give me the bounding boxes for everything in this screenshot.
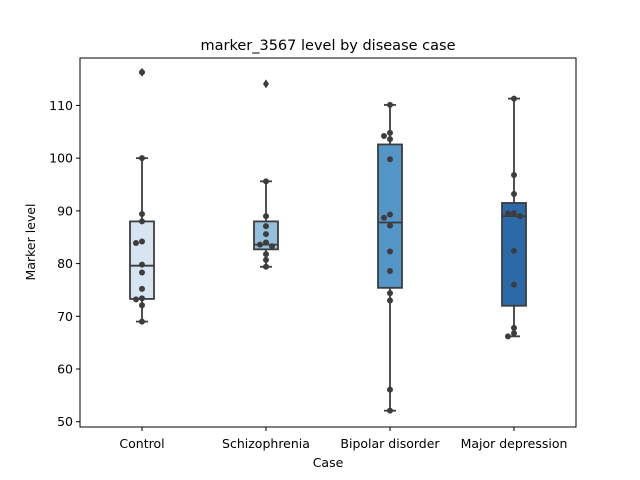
data-point xyxy=(511,281,517,288)
data-point xyxy=(511,95,517,102)
data-point xyxy=(133,240,139,247)
data-point xyxy=(511,247,517,254)
data-point xyxy=(139,302,145,309)
data-point xyxy=(263,263,269,270)
x-tick-label: Major depression xyxy=(461,436,568,451)
data-point xyxy=(139,155,145,162)
data-point xyxy=(511,209,517,216)
x-axis-label: Case xyxy=(313,455,344,470)
y-tick-label: 60 xyxy=(57,362,73,377)
data-point xyxy=(139,285,145,292)
y-tick-label: 50 xyxy=(57,414,73,429)
data-point xyxy=(139,238,145,245)
data-point xyxy=(139,69,145,76)
data-point xyxy=(263,251,269,258)
data-point xyxy=(387,156,393,163)
data-point xyxy=(505,210,511,217)
box-4 xyxy=(501,202,527,307)
data-point xyxy=(263,178,269,185)
data-point xyxy=(511,324,517,331)
data-point xyxy=(517,213,523,220)
y-axis-label: Marker level xyxy=(23,204,38,281)
data-point xyxy=(511,191,517,198)
data-point xyxy=(387,407,393,414)
data-point xyxy=(139,318,145,325)
data-point xyxy=(263,231,269,238)
data-point xyxy=(139,211,145,218)
data-point xyxy=(387,248,393,255)
data-point xyxy=(387,136,393,143)
data-point xyxy=(387,297,393,304)
y-tick-label: 110 xyxy=(49,98,73,113)
data-point xyxy=(505,333,511,340)
data-point xyxy=(387,267,393,274)
data-point xyxy=(387,290,393,297)
x-tick-label: Control xyxy=(119,436,164,451)
data-point xyxy=(387,211,393,218)
data-point xyxy=(139,261,145,268)
data-point xyxy=(387,222,393,229)
data-point xyxy=(263,239,269,246)
data-point xyxy=(381,214,387,221)
data-point xyxy=(263,256,269,263)
plot-frame xyxy=(79,57,577,428)
data-point xyxy=(139,218,145,225)
data-point xyxy=(133,296,139,303)
data-point xyxy=(387,386,393,393)
chart-title: marker_3567 level by disease case xyxy=(201,38,456,54)
outlier-marker xyxy=(263,79,269,89)
data-point xyxy=(511,330,517,337)
y-tick-label: 90 xyxy=(57,203,73,218)
y-tick-label: 100 xyxy=(49,151,73,166)
data-point xyxy=(139,269,145,276)
y-tick-label: 80 xyxy=(57,256,73,271)
x-tick-label: Bipolar disorder xyxy=(340,436,440,451)
data-point xyxy=(263,213,269,220)
data-point xyxy=(263,223,269,230)
data-point xyxy=(387,129,393,136)
data-point xyxy=(387,101,393,108)
data-point xyxy=(381,133,387,140)
data-point xyxy=(511,172,517,179)
x-tick-label: Schizophrenia xyxy=(222,436,310,451)
data-point xyxy=(257,241,263,248)
data-point xyxy=(139,295,145,302)
data-point xyxy=(269,243,275,250)
y-tick-label: 70 xyxy=(57,309,73,324)
